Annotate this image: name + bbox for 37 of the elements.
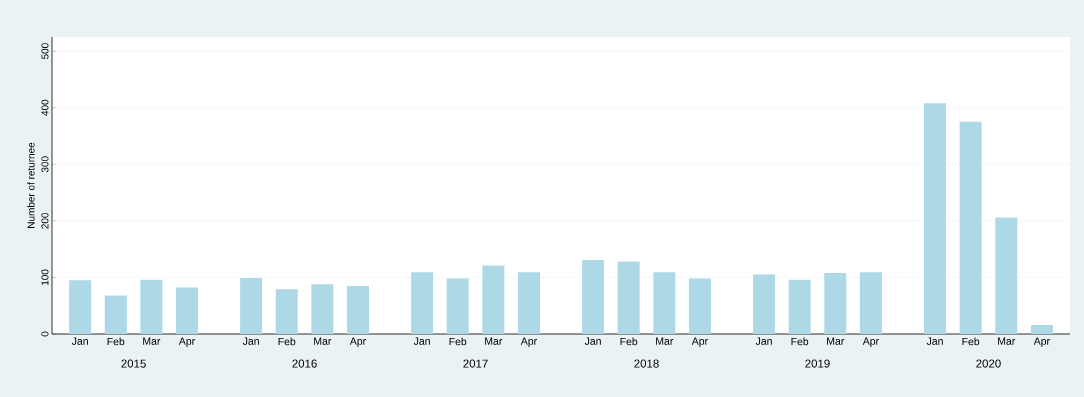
x-tick-label: Jan (242, 337, 259, 345)
y-tick-label: 500 (41, 43, 49, 60)
text: 2017 (463, 359, 488, 368)
x-tick-label: Apr (349, 337, 366, 347)
x-tick-label: Mar (998, 337, 1016, 345)
x-tick-label: Feb (962, 337, 980, 346)
y-tick-label: 200 (41, 212, 49, 229)
x-tick-label: Mar (314, 337, 332, 345)
x-tick-label: Mar (143, 337, 161, 345)
y-tick-label: 100 (41, 269, 49, 285)
x-tick-label: Jan (755, 337, 772, 345)
x-tick-label: Mar (656, 337, 674, 345)
x-tick-label: Apr (1033, 337, 1050, 347)
x-tick-label: Jan (413, 337, 430, 345)
y-tick-label: 400 (41, 99, 49, 116)
x-tick-label: Mar (827, 337, 845, 345)
x-tick-label: Feb (791, 337, 809, 346)
x-tick-label: Feb (278, 337, 296, 346)
x-tick-label: Jan (926, 337, 943, 345)
x-tick-label: Feb (107, 337, 125, 346)
y-axis-title: Number of returnee (27, 142, 35, 228)
x-tick-label: Apr (862, 337, 879, 347)
x-tick-label: Feb (620, 337, 638, 346)
x-tick-label: Jan (71, 337, 88, 345)
text: 2015 (121, 359, 146, 368)
x-tick-label: Jan (584, 337, 601, 345)
x-tick-label: Feb (449, 337, 467, 346)
text: 2016 (292, 359, 317, 368)
x-tick-label: Mar (485, 337, 503, 345)
x-tick-label: Apr (178, 337, 195, 347)
y-tick-label: 300 (41, 156, 49, 173)
text: 2019 (805, 359, 830, 368)
x-tick-label: Apr (691, 337, 708, 347)
y-tick-label: 0 (41, 331, 49, 337)
x-tick-label: Apr (520, 337, 537, 347)
text: 2020 (976, 359, 1001, 368)
text: 2018 (634, 359, 659, 368)
